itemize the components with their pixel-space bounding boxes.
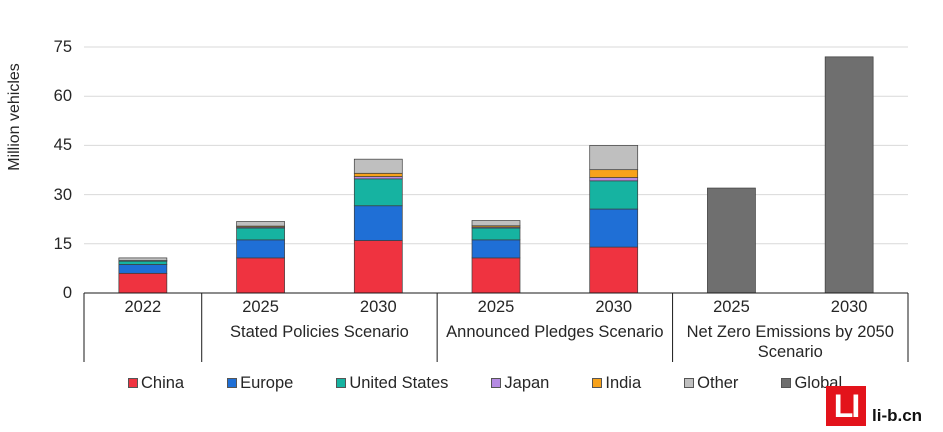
bar-segment-global [824,56,874,294]
watermark-site: li-b.cn [872,406,923,425]
legend-label: Japan [504,373,550,392]
y-tick-label: 0 [62,284,72,302]
bar-segment-europe [589,208,639,248]
legend-item-united-states: United States [336,374,448,393]
y-axis-title: Million vehicles [6,63,23,171]
x-tick-label: 2022 [124,298,162,316]
bar-segment-other [471,220,521,227]
y-tick-label: 75 [53,38,72,56]
legend-label: China [141,373,185,392]
bar-segment-other [589,145,639,171]
y-tick-label: 60 [53,87,72,106]
legend-swatch [781,378,792,388]
legend-swatch [336,378,347,388]
x-tick-label: 2025 [477,298,515,316]
legend-item-japan: Japan [491,374,549,393]
legend-label: Europe [240,373,294,392]
legend-swatch [227,378,238,388]
x-tick-label: 2030 [830,298,868,316]
group-label-stated-policies-scenario: Stated Policies Scenario [229,323,409,341]
legend: China Europe United States Japan India Other G… [128,373,842,393]
legend-item-china: China [128,374,184,393]
watermark-logo: LI li-b.cn [826,384,936,430]
bar-segment-other [236,221,285,227]
legend-item-other: Other [684,374,738,393]
bar-segment-united-states [353,178,403,207]
bar-segment-other [353,158,403,174]
bar-segment-europe [353,205,403,241]
x-tick-label: 2025 [713,298,750,316]
x-tick-label: 2025 [242,298,279,316]
y-tick-label: 15 [53,234,72,253]
legend-swatch [684,378,695,388]
legend-label: United States [349,373,449,392]
legend-label: Other [697,373,739,392]
x-tick-label: 2030 [359,298,397,316]
group-label-net-zero-emissions-by-2050-scenario: Net Zero Emissions by 2050 Scenario [686,323,894,361]
watermark-mark: LI [826,386,866,426]
legend-item-europe: Europe [227,374,293,393]
bar-segment-china [353,240,403,294]
bar-segment-china [471,257,521,294]
y-tick-label: 30 [53,185,72,204]
legend-swatch [592,378,603,388]
bar-segment-other [118,257,168,261]
legend-item-india: India [592,374,641,393]
group-label-announced-pledges-scenario: Announced Pledges Scenario [446,323,664,341]
legend-swatch [128,378,138,388]
x-tick-label: 2030 [595,298,633,316]
legend-label: India [605,373,642,392]
legend-swatch [491,378,502,388]
y-tick-label: 45 [53,136,72,155]
bar-segment-china [589,246,639,294]
bar-segment-united-states [589,180,639,210]
bar-segment-global [707,187,756,294]
